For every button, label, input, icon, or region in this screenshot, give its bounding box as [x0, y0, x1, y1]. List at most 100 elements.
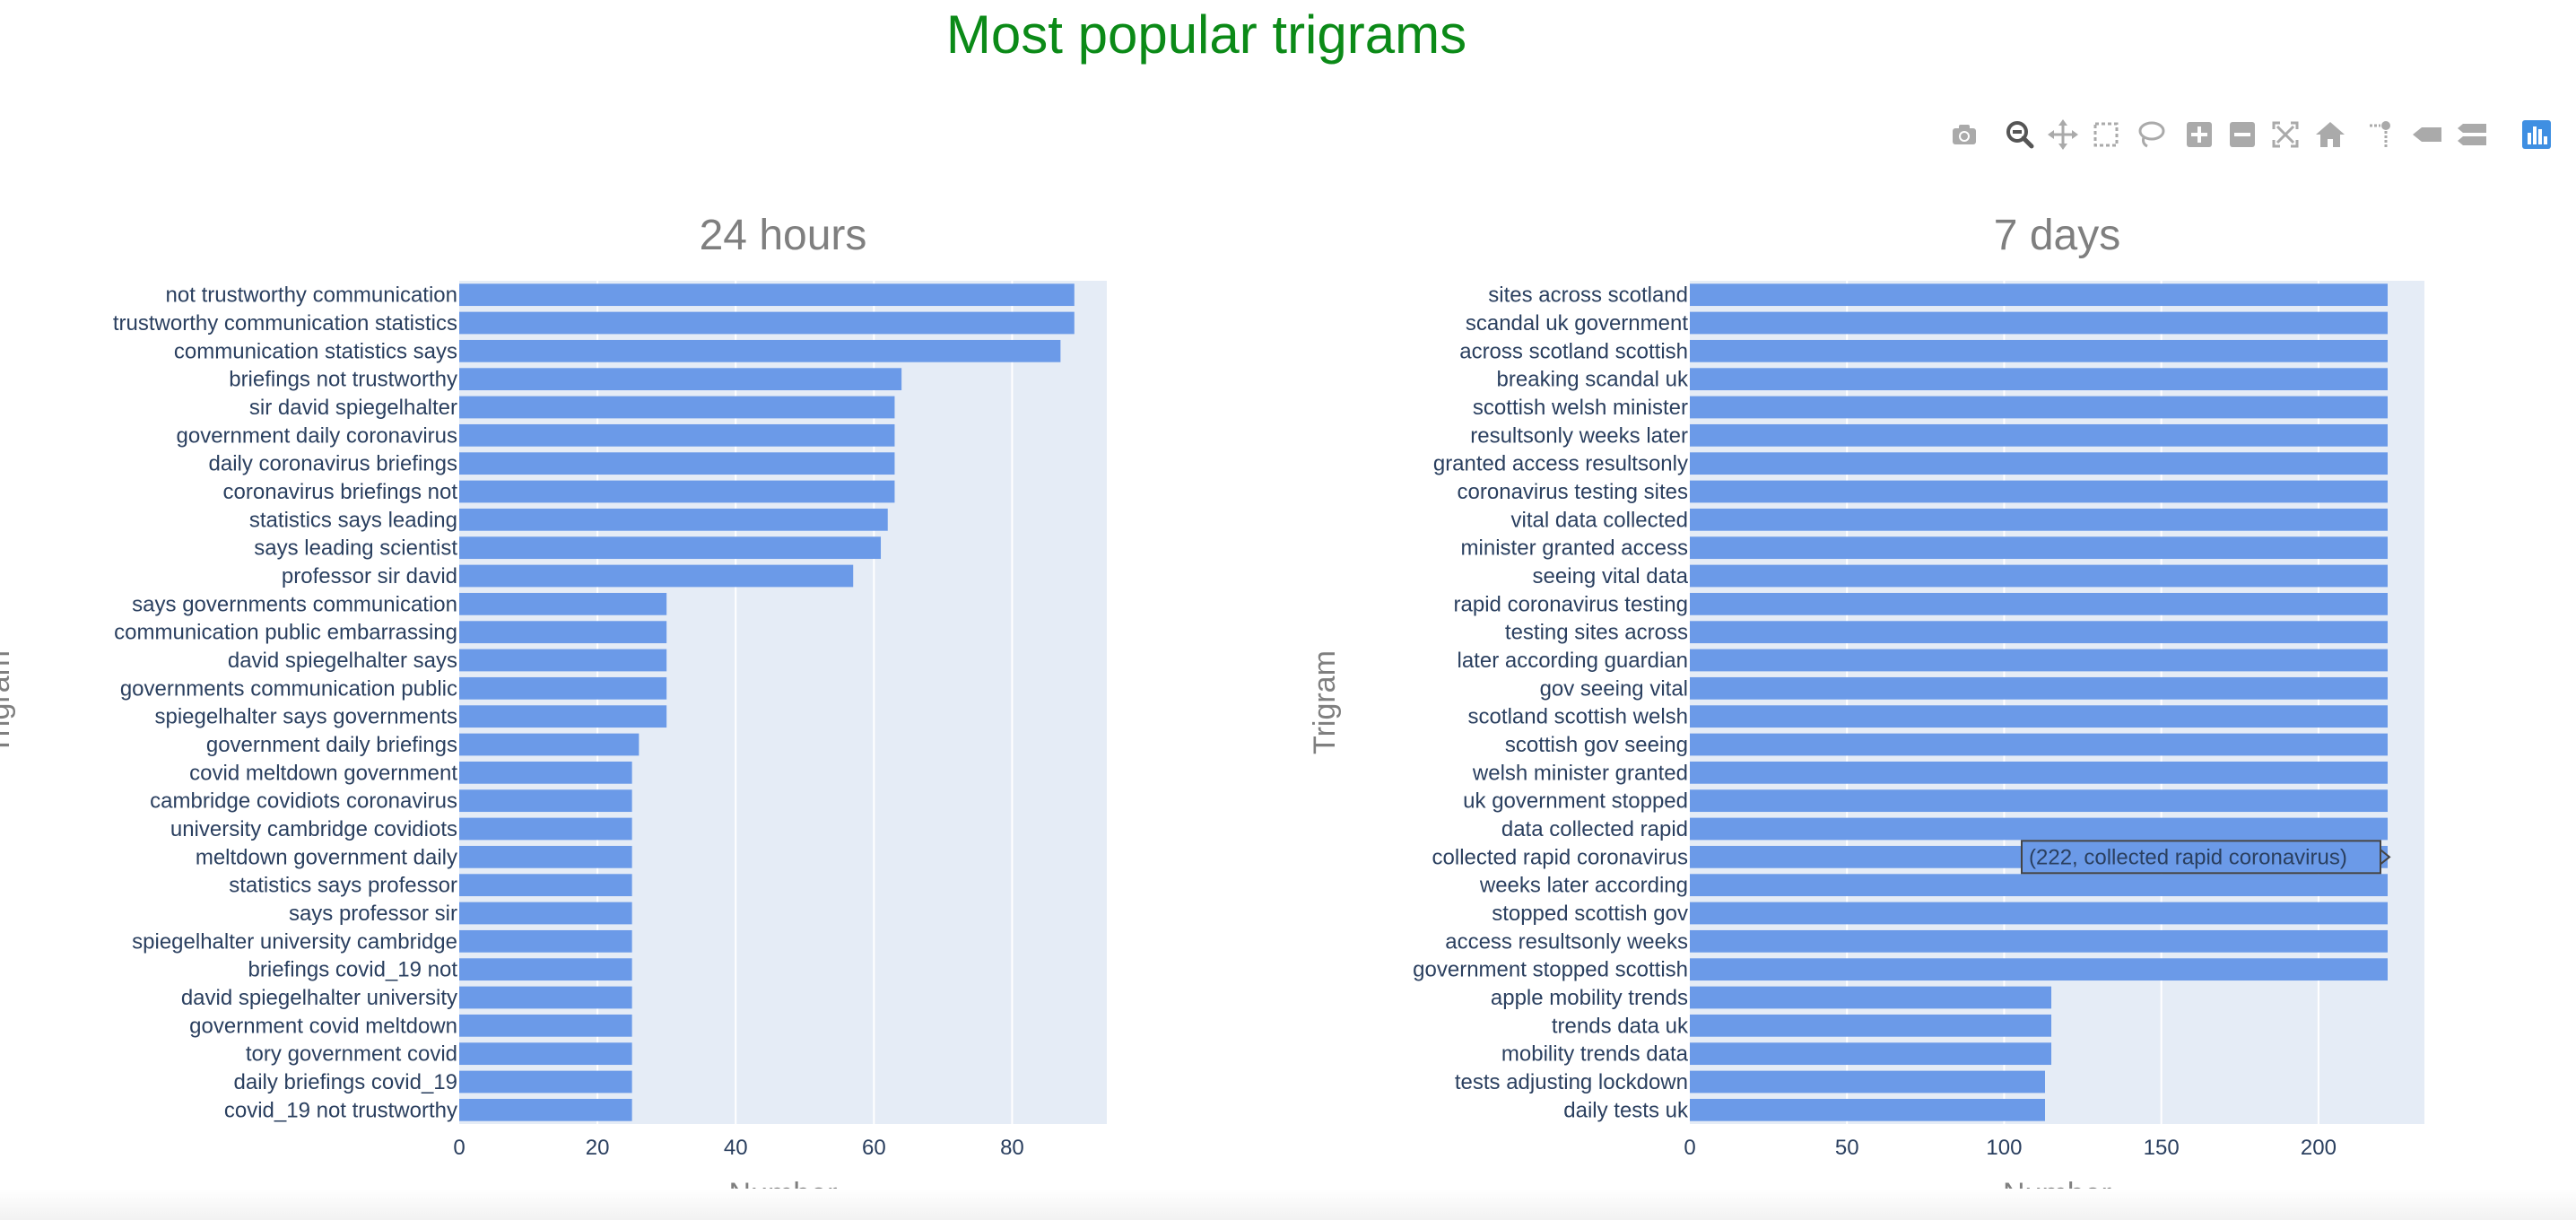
left-y-tick-label: statistics says leading — [249, 508, 457, 532]
right-bar — [1690, 592, 2388, 615]
left-bar — [459, 649, 667, 672]
left-y-tick-label: government daily briefings — [206, 733, 457, 757]
left-y-tick-label: briefings not trustworthy — [229, 368, 457, 392]
right-subplot-title: 7 days — [1994, 212, 2120, 259]
right-bar — [1690, 817, 2388, 841]
bottom-shadow — [0, 1189, 2576, 1220]
right-bar — [1690, 733, 2388, 756]
left-y-tick-label: university cambridge covidiots — [170, 817, 457, 841]
download-plot-button[interactable] — [1946, 117, 1982, 152]
right-bar — [1690, 396, 2388, 419]
zoom-button[interactable] — [2002, 117, 2038, 152]
right-y-tick-label: welsh minister granted — [1472, 761, 1688, 785]
right-x-tick-label: 200 — [2301, 1136, 2337, 1160]
hover-tooltip-text: (222, collected rapid coronavirus) — [2029, 845, 2347, 869]
right-bar — [1690, 705, 2388, 728]
right-y-tick-label: resultsonly weeks later — [1470, 423, 1688, 448]
zoom-icon — [2006, 121, 2034, 149]
right-y-tick-label: sites across scotland — [1488, 283, 1688, 308]
right-y-tick-label: weeks later according — [1479, 874, 1688, 898]
right-y-tick-label: seeing vital data — [1533, 564, 1689, 588]
left-bar — [459, 621, 667, 644]
right-bar — [1690, 1070, 2046, 1094]
right-plot-background — [1690, 281, 2424, 1124]
hover-tooltip-pointer — [2380, 849, 2391, 866]
right-y-tick-label: tests adjusting lockdown — [1455, 1070, 1688, 1094]
right-y-tick-label: breaking scandal uk — [1497, 368, 1689, 392]
right-y-tick-label: testing sites across — [1505, 621, 1688, 645]
reset-axes-button[interactable] — [2312, 117, 2348, 152]
download-plot-icon — [1953, 125, 1976, 144]
left-y-tick-label: communication statistics says — [174, 339, 457, 363]
right-bar — [1690, 649, 2388, 672]
left-bar — [459, 733, 640, 756]
right-y-tick-label: scotland scottish welsh — [1468, 705, 1688, 729]
plotly-logo-button[interactable] — [2519, 117, 2554, 152]
left-y-tick-label: spiegelhalter university cambridge — [132, 929, 457, 954]
right-y-tick-label: stopped scottish gov — [1492, 902, 1688, 926]
left-y-tick-label: david spiegelhalter says — [228, 649, 457, 673]
right-bar — [1690, 283, 2388, 307]
left-y-tick-label: says governments communication — [132, 592, 457, 616]
left-bar — [459, 817, 632, 841]
left-bar — [459, 536, 882, 560]
right-bar — [1690, 508, 2388, 531]
right-bar — [1690, 536, 2388, 560]
left-subplot-title: 24 hours — [700, 212, 867, 259]
right-y-tick-label: across scotland scottish — [1459, 339, 1688, 363]
zoom-out-icon — [2230, 122, 2255, 147]
left-bar — [459, 508, 888, 531]
right-bar — [1690, 452, 2388, 475]
right-x-tick-label: 100 — [1986, 1136, 2022, 1160]
right-bar — [1690, 902, 2388, 925]
left-bar — [459, 1098, 632, 1121]
right-x-tick-label: 150 — [2144, 1136, 2180, 1160]
autoscale-button[interactable] — [2267, 117, 2303, 152]
left-y-tick-label: daily briefings covid_19 — [234, 1070, 457, 1094]
left-bar — [459, 1070, 632, 1094]
left-bar — [459, 1014, 632, 1037]
right-bar — [1690, 789, 2388, 813]
zoom-out-button[interactable] — [2224, 117, 2260, 152]
right-y-tick-label: collected rapid coronavirus — [1432, 845, 1688, 869]
left-bar — [459, 902, 632, 925]
toggle-spike-lines-button[interactable] — [2364, 117, 2400, 152]
left-y-tick-label: government daily coronavirus — [177, 423, 458, 448]
chart-main-title: Most popular trigrams — [945, 4, 1467, 65]
right-y-tick-label: vital data collected — [1511, 508, 1688, 532]
zoom-in-button[interactable] — [2181, 117, 2217, 152]
right-y-tick-label: scottish welsh minister — [1473, 396, 1688, 420]
autoscale-icon — [2272, 121, 2299, 148]
hover-compare-icon — [2458, 124, 2486, 145]
left-y-tick-label: covid meltdown government — [189, 761, 457, 785]
left-x-tick-label: 20 — [586, 1136, 610, 1160]
left-x-tick-label: 80 — [1000, 1136, 1024, 1160]
pan-button[interactable] — [2045, 117, 2081, 152]
left-bar — [459, 564, 854, 588]
right-y-tick-label: gov seeing vital — [1540, 676, 1688, 701]
right-y-tick-label: apple mobility trends — [1491, 986, 1688, 1010]
box-select-button[interactable] — [2088, 117, 2124, 152]
hover-closest-button[interactable] — [2409, 117, 2445, 152]
right-y-tick-label: coronavirus testing sites — [1458, 480, 1688, 504]
left-bar — [459, 339, 1061, 362]
left-y-tick-label: says leading scientist — [254, 536, 457, 561]
right-bar — [1690, 480, 2388, 503]
hover-compare-button[interactable] — [2454, 117, 2490, 152]
right-bar — [1690, 874, 2388, 897]
left-bar — [459, 874, 632, 897]
left-bar — [459, 452, 895, 475]
lasso-select-button[interactable] — [2133, 117, 2169, 152]
plotly-logo-icon — [2522, 120, 2551, 149]
left-y-tick-label: daily coronavirus briefings — [209, 452, 457, 476]
left-y-tick-label: cambridge covidiots coronavirus — [150, 789, 457, 814]
left-y-tick-label: says professor sir — [289, 902, 457, 926]
left-y-tick-label: government covid meltdown — [189, 1014, 457, 1038]
right-y-tick-label: data collected rapid — [1501, 817, 1688, 841]
left-y-tick-label: governments communication public — [120, 676, 457, 701]
right-y-tick-label: government stopped scottish — [1413, 958, 1688, 982]
box-select-icon — [2093, 122, 2119, 147]
right-bar — [1690, 761, 2388, 784]
right-y-tick-label: access resultsonly weeks — [1445, 929, 1688, 954]
right-x-tick-label: 0 — [1684, 1136, 1695, 1160]
